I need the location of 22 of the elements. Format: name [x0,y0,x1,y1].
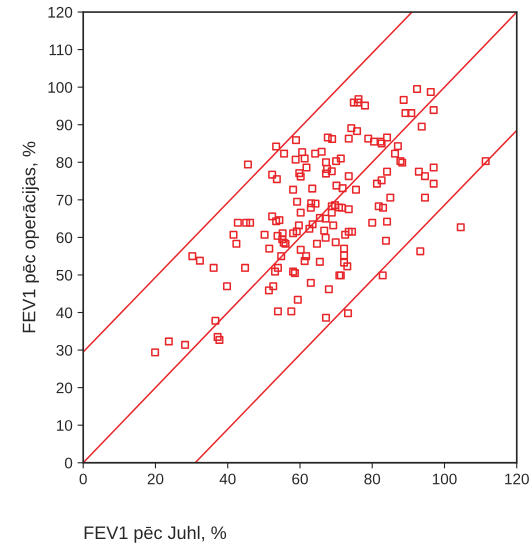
x-tick-label: 120 [505,474,529,484]
x-tick-label: 20 [148,474,164,484]
y-axis-title: FEV1 pēc operācijas, % [22,142,39,332]
y-tick-label: 60 [56,232,72,244]
y-tick-label: 0 [64,458,72,468]
y-tick-label: 110 [50,44,72,56]
x-tick-label: 60 [292,474,308,484]
y-tick-label: 80 [56,157,72,168]
x-axis-title: FEV1 pēc Juhl, % [84,526,226,543]
x-tick-label: 0 [80,474,87,484]
y-tick-label: 40 [56,307,72,318]
x-tick-label: 80 [364,474,380,484]
y-tick-label: 10 [56,420,72,431]
x-tick-label: 100 [432,474,457,484]
x-tick-label: 40 [220,474,236,484]
y-tick-label: 20 [56,382,72,394]
y-tick-label: 90 [56,120,72,130]
y-tick-label: 70 [56,194,72,206]
y-tick-label: 30 [56,344,72,356]
y-tick-label: 100 [48,82,72,93]
y-tick-label: 120 [48,6,72,18]
y-tick-label: 50 [56,270,72,281]
